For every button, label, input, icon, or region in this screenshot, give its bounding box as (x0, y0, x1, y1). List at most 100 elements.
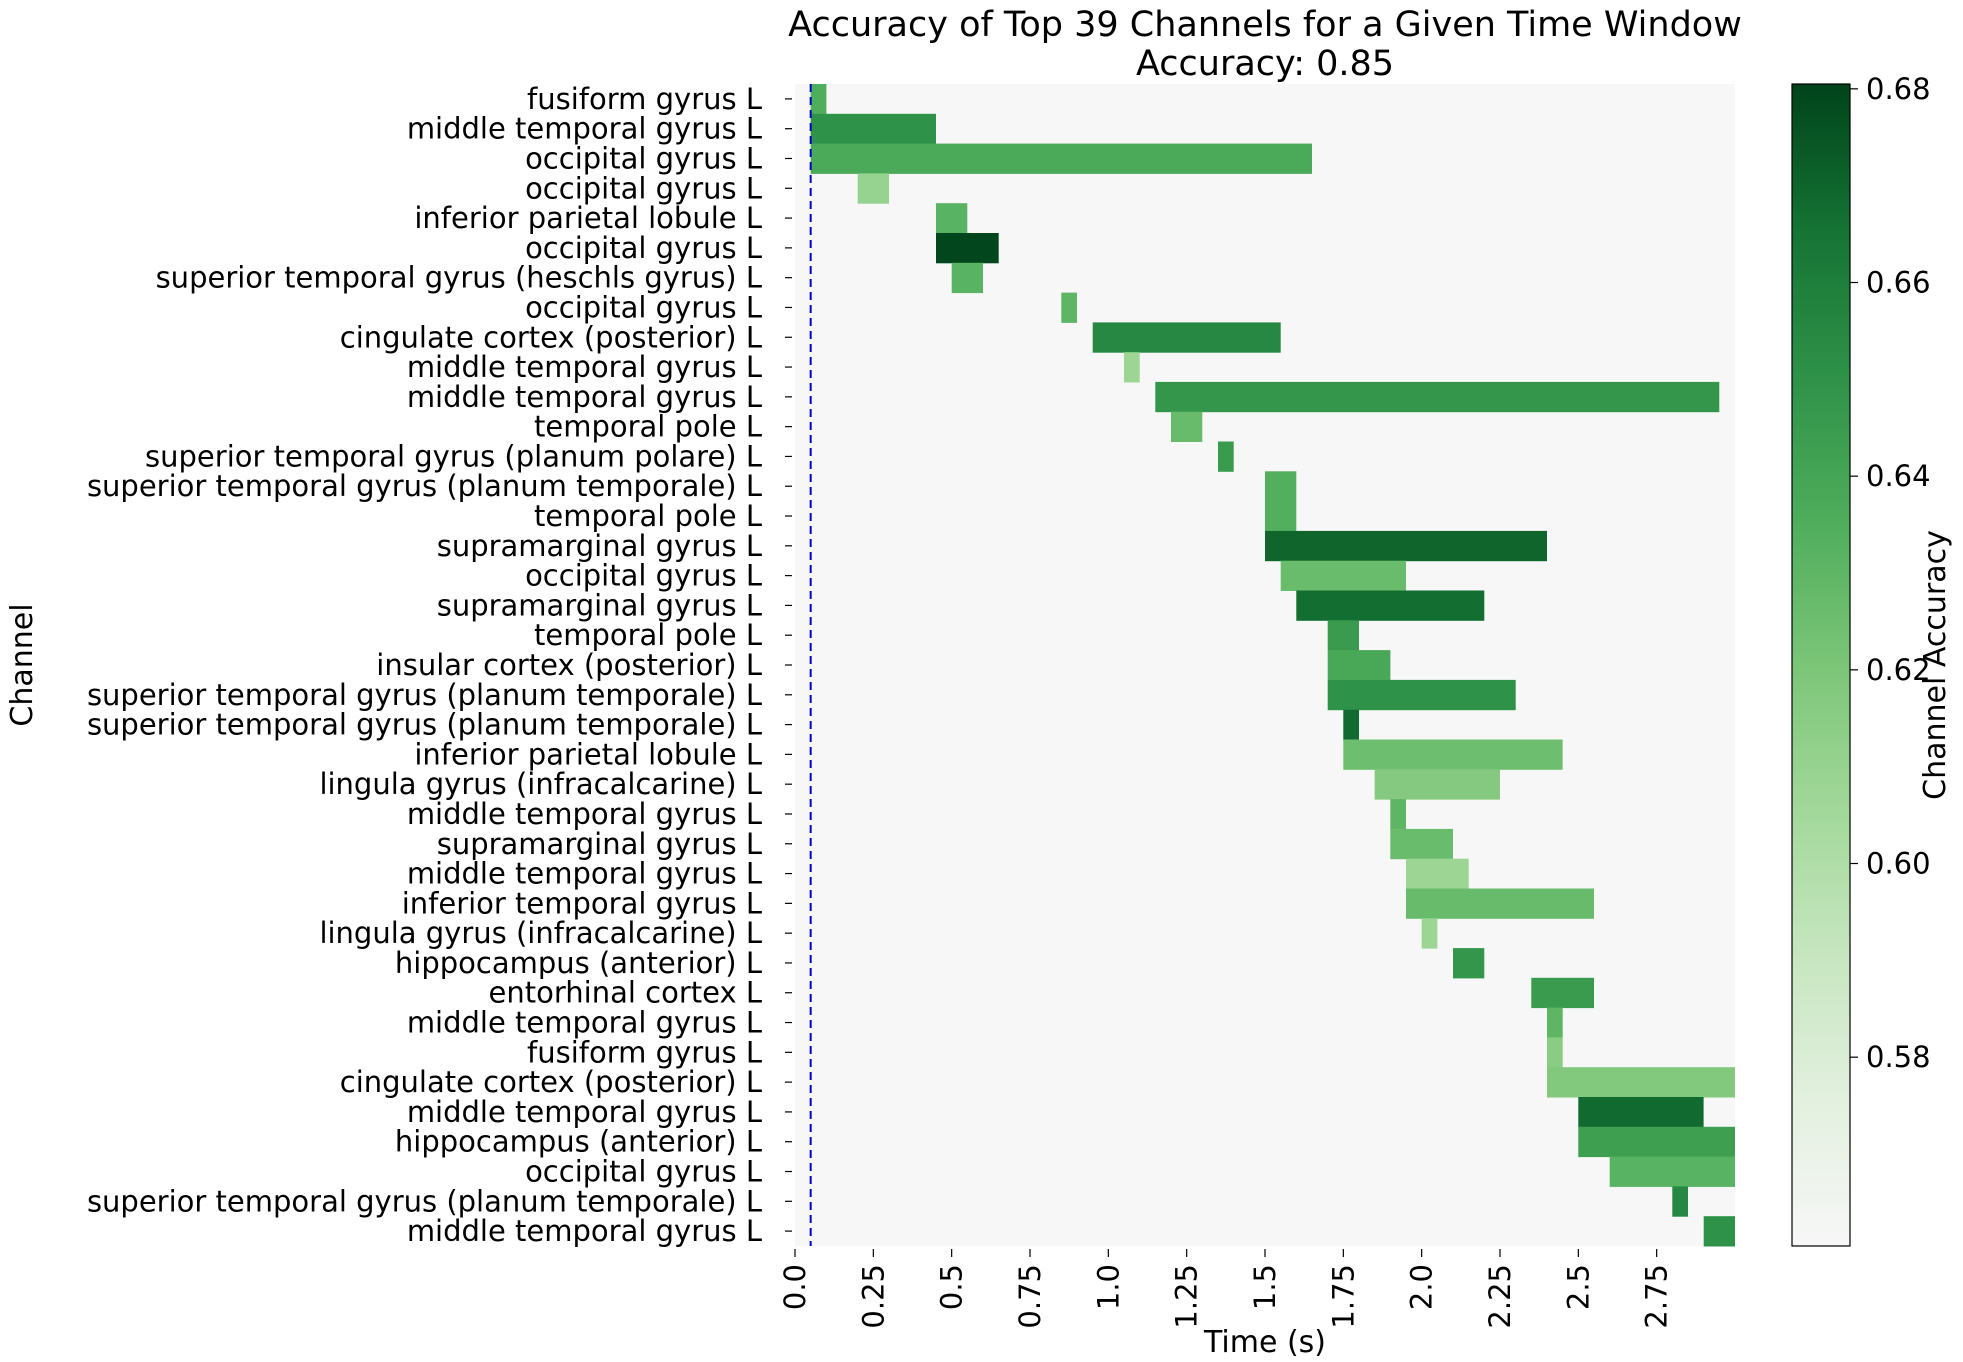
x-tick-label: 1.75 (1326, 1264, 1360, 1329)
x-tick-label: 0.5 (935, 1264, 969, 1310)
heatmap-cell (810, 113, 936, 145)
colorbar-ticks: 0.58 0.60 0.62 0.64 0.66 0.68 (1850, 72, 1931, 1074)
heatmap-cell (1390, 828, 1453, 860)
x-tick-label: 2.0 (1405, 1264, 1439, 1310)
colorbar-label: Channel Accuracy (1918, 530, 1953, 800)
y-tick-label: inferior temporal gyrus L (402, 886, 762, 920)
heatmap-cell (951, 262, 983, 294)
y-tick-label: fusiform gyrus L (527, 1035, 762, 1069)
y-tick-label: entorhinal cortex L (489, 976, 762, 1010)
y-tick-label: insular cortex (posterior) L (376, 648, 762, 682)
y-axis-label: Channel (5, 603, 40, 726)
y-tick-label: middle temporal gyrus L (407, 112, 762, 146)
heatmap-cell (1547, 1037, 1563, 1068)
heatmap-cell (857, 173, 889, 204)
heatmap-cell (1609, 1156, 1735, 1187)
heatmap-cell (1296, 590, 1485, 621)
x-ticks (794, 1249, 1658, 1257)
colorbar-tick-label: 0.68 (1866, 72, 1931, 106)
chart-title: Accuracy of Top 39 Channels for a Given … (788, 5, 1742, 84)
x-tick-label: 1.5 (1248, 1264, 1282, 1310)
y-tick-label: lingula gyrus (infracalcarine) L (319, 916, 762, 950)
y-tick-label: hippocampus (anterior) L (395, 946, 762, 980)
heatmap-cells (810, 84, 1735, 1247)
y-tick-label: cingulate cortex (posterior) L (340, 1065, 762, 1099)
heatmap-cell (1280, 560, 1406, 591)
colorbar-tick-label: 0.62 (1866, 653, 1931, 687)
x-tick-label: 2.5 (1561, 1264, 1595, 1310)
y-tick-label: superior temporal gyrus (planum polare) … (145, 439, 762, 473)
colorbar-tick-label: 0.64 (1866, 459, 1931, 493)
y-tick-label: occipital gyrus L (525, 171, 762, 205)
chart-title-line-1: Accuracy of Top 39 Channels for a Given … (788, 5, 1742, 45)
y-tick-label: middle temporal gyrus L (407, 797, 762, 831)
heatmap-cell (1531, 977, 1594, 1009)
x-axis-label: Time (s) (1203, 1325, 1326, 1360)
x-tick-label: 1.0 (1091, 1264, 1125, 1310)
heatmap-cell (1265, 501, 1297, 532)
y-tick-label: occipital gyrus L (525, 559, 762, 593)
y-tick-label: middle temporal gyrus L (407, 1214, 762, 1248)
heatmap-cell (1218, 441, 1234, 472)
y-tick-label: supramarginal gyrus L (437, 529, 762, 563)
heatmap-cell (1374, 769, 1500, 800)
y-tick-label: superior temporal gyrus (planum temporal… (87, 678, 762, 712)
chart-title-line-2: Accuracy: 0.85 (1136, 44, 1394, 84)
y-tick-label: supramarginal gyrus L (437, 827, 762, 861)
heatmap-cell (936, 233, 999, 264)
heatmap-cell (1327, 650, 1391, 681)
plot-background (795, 84, 1735, 1246)
heatmap-cell (936, 203, 968, 234)
heatmap-cell (1155, 381, 1720, 413)
y-tick-label: supramarginal gyrus L (437, 588, 762, 622)
y-tick-label: hippocampus (anterior) L (395, 1125, 762, 1159)
x-tick-labels: 0.0 0.25 0.5 0.75 1.0 1.25 1.5 1.75 2.0 2.25 2.5 2.… (778, 1264, 1674, 1329)
heatmap-cell (1703, 1216, 1735, 1247)
colorbar: 0.58 0.60 0.62 0.64 0.66 0.68 Channel Accurac… (1791, 72, 1953, 1247)
heatmap-cell (1092, 322, 1281, 353)
y-tick-label: superior temporal gyrus (planum temporal… (87, 708, 762, 742)
y-tick-label: middle temporal gyrus L (407, 380, 762, 414)
y-tick-label: superior temporal gyrus (heschls gyrus) … (156, 261, 762, 295)
y-tick-label: occipital gyrus L (525, 1155, 762, 1189)
x-tick-label: 2.25 (1483, 1264, 1517, 1329)
heatmap-cell (1421, 918, 1438, 949)
y-tick-label: occipital gyrus L (525, 231, 762, 265)
heatmap-cell (1124, 352, 1140, 383)
heatmap-cell (1061, 292, 1077, 323)
y-tick-label: middle temporal gyrus L (407, 350, 762, 384)
heatmap-cell (1578, 1126, 1735, 1158)
x-tick-label: 0.75 (1013, 1264, 1047, 1329)
y-tick-label: inferior parietal lobule L (414, 201, 762, 235)
y-tick-label: occipital gyrus L (525, 141, 762, 175)
x-tick-label: 2.75 (1640, 1264, 1674, 1329)
colorbar-tick-label: 0.60 (1866, 847, 1931, 881)
colorbar-gradient (1791, 83, 1851, 1247)
y-tick-label: temporal pole L (534, 410, 762, 444)
y-tick-label: superior temporal gyrus (planum temporal… (87, 1184, 762, 1218)
y-ticks (785, 98, 792, 1232)
colorbar-tick-label: 0.58 (1866, 1040, 1931, 1074)
y-tick-label: middle temporal gyrus L (407, 1006, 762, 1040)
y-tick-label: temporal pole L (534, 618, 762, 652)
y-tick-label: cingulate cortex (posterior) L (340, 320, 762, 354)
y-tick-label: temporal pole L (534, 499, 762, 533)
heatmap-cell (1406, 888, 1594, 919)
heatmap-cell (1327, 620, 1359, 651)
x-tick-label: 0.25 (856, 1264, 890, 1329)
heatmap-cell (1265, 471, 1297, 502)
y-tick-label: middle temporal gyrus L (407, 857, 762, 891)
heatmap-cell (1672, 1186, 1688, 1217)
heatmap-cell (1578, 1097, 1704, 1128)
y-tick-label: superior temporal gyrus (planum temporal… (87, 469, 762, 503)
heatmap-cell (810, 84, 827, 115)
y-tick-label: middle temporal gyrus L (407, 1095, 762, 1129)
heatmap-cell (810, 143, 1312, 174)
heatmap-cell (1406, 858, 1469, 889)
heatmap-cell (1547, 1007, 1563, 1038)
heatmap-cell (1343, 739, 1563, 770)
y-tick-label: fusiform gyrus L (527, 82, 762, 116)
heatmap-cell (1453, 948, 1485, 979)
